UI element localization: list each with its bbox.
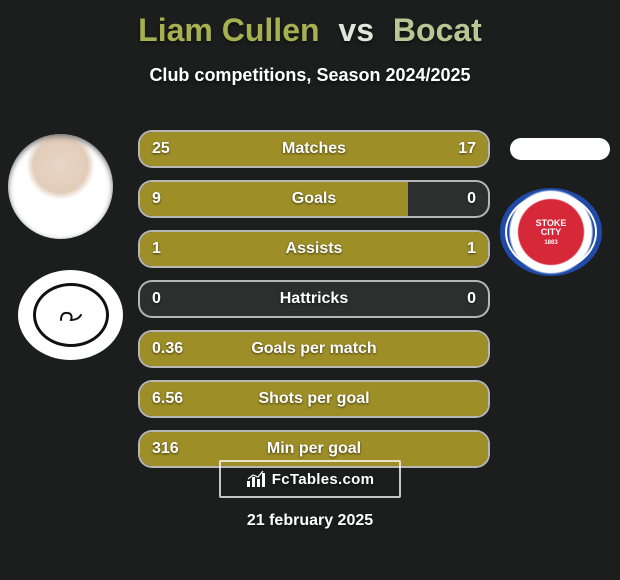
stat-value-right: 0	[416, 290, 476, 308]
stoke-logo-year: 1863	[544, 240, 557, 246]
fctables-brand-box: FcTables.com	[219, 460, 401, 498]
stat-value-left: 25	[152, 140, 212, 158]
stat-label: Assists	[212, 240, 416, 258]
vs-text: vs	[338, 12, 374, 48]
stat-label: Goals per match	[212, 340, 416, 358]
stat-row-goals: 9Goals0	[138, 180, 490, 218]
generated-date: 21 february 2025	[0, 512, 620, 530]
player2-name: Bocat	[393, 12, 482, 48]
player1-name: Liam Cullen	[138, 12, 319, 48]
player-avatar-left	[8, 134, 113, 239]
stat-value-right: 0	[416, 190, 476, 208]
stat-value-left: 0.36	[152, 340, 212, 358]
stat-value-left: 6.56	[152, 390, 212, 408]
club-logo-left	[18, 270, 123, 360]
stat-label: Min per goal	[212, 440, 416, 458]
stat-row-hattricks: 0Hattricks0	[138, 280, 490, 318]
brand-text: FcTables.com	[272, 471, 375, 488]
comparison-bar-chart: 25Matches179Goals01Assists10Hattricks00.…	[138, 130, 490, 480]
club-logo-right: STOKE CITY 1863	[500, 188, 602, 276]
stat-label: Hattricks	[212, 290, 416, 308]
stoke-logo-top: STOKE	[536, 218, 567, 228]
stat-value-left: 0	[152, 290, 212, 308]
stat-label: Goals	[212, 190, 416, 208]
stat-value-right: 1	[416, 240, 476, 258]
season-subtitle: Club competitions, Season 2024/2025	[0, 65, 620, 86]
swan-icon	[56, 305, 86, 325]
swansea-logo-ring	[33, 283, 109, 347]
stat-label: Matches	[212, 140, 416, 158]
stat-row-assists: 1Assists1	[138, 230, 490, 268]
stat-value-left: 1	[152, 240, 212, 258]
stat-value-left: 9	[152, 190, 212, 208]
player-avatar-right	[510, 138, 610, 160]
stat-label: Shots per goal	[212, 390, 416, 408]
stoke-logo-mid: CITY	[541, 227, 562, 237]
stat-row-matches: 25Matches17	[138, 130, 490, 168]
stat-value-right: 17	[416, 140, 476, 158]
stat-row-shots-per-goal: 6.56Shots per goal	[138, 380, 490, 418]
brand-chart-icon	[246, 471, 266, 487]
comparison-title: Liam Cullen vs Bocat	[0, 12, 620, 49]
stat-value-left: 316	[152, 440, 212, 458]
stat-row-goals-per-match: 0.36Goals per match	[138, 330, 490, 368]
